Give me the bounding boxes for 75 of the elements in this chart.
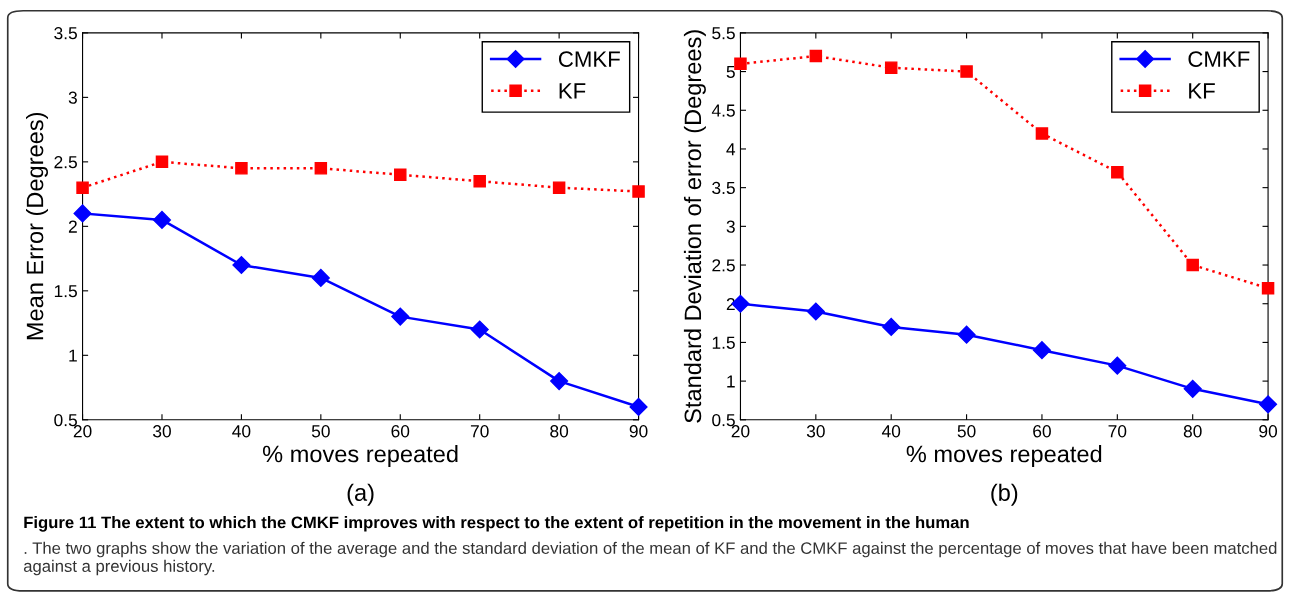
point <box>470 320 489 339</box>
point <box>882 317 901 336</box>
x-tick-label: 30 <box>152 425 171 438</box>
y-tick-label: 3.5 <box>54 27 77 40</box>
point <box>152 210 172 229</box>
y-tick-label: 0.5 <box>54 413 77 427</box>
point <box>1183 379 1202 398</box>
point <box>155 155 169 169</box>
text: . The two graphs show the variation of the average and the standard deviation of the mean of KF and the CMKF against the percentage of moves that have been matched against a previous history. <box>23 541 1277 576</box>
point <box>391 307 410 326</box>
x-tick-label: 20 <box>73 425 92 438</box>
x-tick-label: 60 <box>1033 425 1051 438</box>
text: (a) <box>347 483 374 506</box>
x-tick-label: 50 <box>957 425 976 438</box>
x-axis-title: % moves repeated <box>906 445 1102 468</box>
point <box>235 162 248 175</box>
y-tick-label: 1.5 <box>712 336 735 349</box>
point <box>1108 356 1127 375</box>
y-tick-label: 3.5 <box>712 181 735 195</box>
point <box>884 61 898 74</box>
x-tick-label: 80 <box>550 425 569 438</box>
y-tick-label: 1 <box>69 349 77 362</box>
y-tick-label: 1 <box>727 375 735 388</box>
point <box>632 185 645 198</box>
text: (b) <box>991 483 1018 506</box>
legend-label: CMKF <box>1188 51 1250 67</box>
point <box>1035 127 1049 140</box>
legend-label: KF <box>559 83 586 99</box>
point <box>806 302 825 321</box>
y-axis-title: Mean Error (Degrees) <box>26 112 49 340</box>
x-tick-label: 80 <box>1183 425 1202 438</box>
point <box>314 162 328 175</box>
point <box>960 65 973 78</box>
y-tick-label: 3 <box>68 91 77 104</box>
y-tick-label: 2.5 <box>712 259 735 272</box>
y-tick-label: 5.5 <box>712 27 735 40</box>
point <box>552 181 566 194</box>
x-tick-label: 50 <box>311 425 330 438</box>
point <box>550 372 569 391</box>
point <box>1032 341 1051 360</box>
x-tick-label: 20 <box>731 425 750 438</box>
point <box>629 397 648 416</box>
point <box>473 174 486 188</box>
y-axis-title: Standard Deviation of error (Degrees) <box>683 30 706 423</box>
legend-label: KF <box>1189 83 1215 99</box>
x-tick-label: 30 <box>806 425 825 438</box>
y-tick-label: 2.5 <box>54 156 77 169</box>
caption: Figure 11 The extent to which the CMKF improves with respect to the extent of repetition in the movement in the human <box>24 516 969 532</box>
y-tick-label: 4.5 <box>711 104 735 117</box>
y-tick-label: 0.5 <box>712 413 735 427</box>
y-tick-label: 2 <box>68 220 77 233</box>
point <box>232 255 251 275</box>
y-tick-label: 5 <box>726 65 735 79</box>
point <box>311 268 330 287</box>
point <box>809 49 823 63</box>
y-tick-label: 1.5 <box>54 285 77 298</box>
point <box>1261 281 1275 295</box>
legend-label: CMKF <box>558 51 620 67</box>
x-axis-title: % moves repeated <box>262 445 458 468</box>
x-tick-label: 90 <box>629 425 648 438</box>
point <box>1186 258 1199 272</box>
point <box>76 181 89 194</box>
point <box>394 168 407 182</box>
x-tick-label: 90 <box>1259 425 1278 438</box>
x-tick-label: 40 <box>881 425 901 438</box>
x-tick-label: 60 <box>391 425 410 438</box>
x-tick-label: 40 <box>232 425 251 438</box>
y-tick-label: 3 <box>726 220 735 233</box>
point <box>1259 395 1278 414</box>
x-tick-label: 70 <box>470 425 489 438</box>
x-tick-label: 70 <box>1108 425 1127 438</box>
y-tick-label: 4 <box>726 143 736 156</box>
point <box>1111 165 1124 179</box>
point <box>734 57 747 71</box>
point <box>957 325 976 344</box>
